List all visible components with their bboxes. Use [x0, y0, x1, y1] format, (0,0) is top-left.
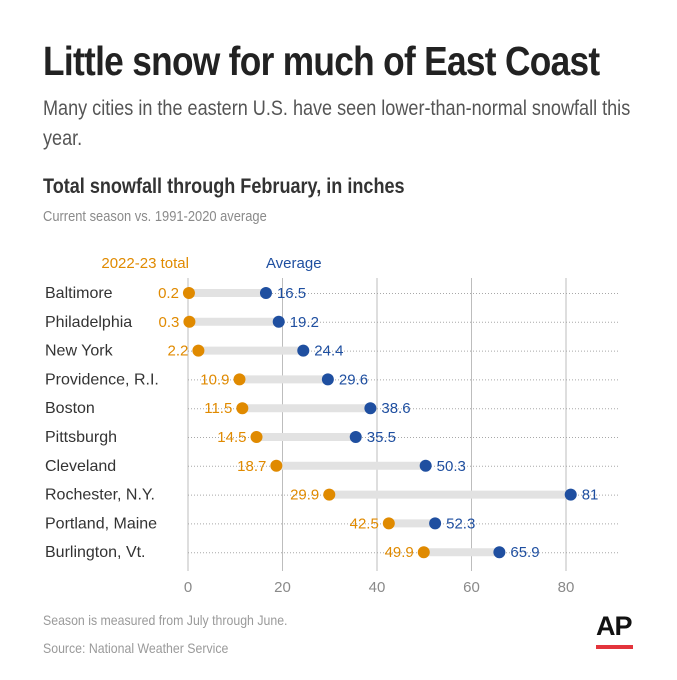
chart-subtitle: Current season vs. 1991-2020 average [43, 208, 267, 225]
x-axis: 0 20 40 60 80 [184, 579, 575, 596]
current-dot [250, 431, 263, 443]
current-value-label: 49.9 [385, 544, 414, 561]
category-label: Philadelphia [45, 314, 132, 331]
current-dot [417, 546, 430, 559]
current-value-label: 10.9 [200, 371, 229, 388]
average-value-label: 81 [582, 487, 599, 504]
legend-current-label: 2022-23 total [101, 255, 189, 272]
category-label: Portland, Maine [45, 515, 157, 532]
current-value-label: 0.2 [158, 285, 179, 302]
source-note: Source: National Weather Service [43, 640, 229, 656]
x-tick-label: 80 [558, 579, 575, 596]
average-dot [419, 459, 432, 472]
average-value-label: 29.6 [339, 371, 368, 388]
average-value-label: 50.3 [437, 458, 466, 475]
season-note: Season is measured from July through Jun… [43, 612, 288, 628]
ap-logo: AP [596, 611, 634, 649]
average-value-label: 24.4 [314, 343, 343, 360]
average-value-label: 16.5 [277, 285, 306, 302]
average-dot [493, 546, 506, 559]
current-value-label: 0.3 [159, 314, 180, 331]
category-label: Boston [45, 400, 95, 417]
category-label: Burlington, Vt. [45, 544, 146, 561]
category-label: Providence, R.I. [45, 371, 159, 388]
average-dot [349, 431, 362, 443]
page-title: Little snow for much of East Coast [43, 38, 600, 84]
average-value-label: 52.3 [446, 515, 475, 532]
average-dot [272, 315, 285, 328]
dumbbell-chart: 0 20 40 60 80 Baltimore 0.2 16.5 Philadelphia 0.… [45, 255, 618, 596]
average-dot [429, 517, 442, 530]
average-value-label: 19.2 [290, 314, 319, 331]
average-value-label: 38.6 [381, 400, 410, 417]
chart-title: Total snowfall through February, in inch… [43, 175, 405, 198]
current-dot [382, 517, 395, 530]
chart-rows: Baltimore 0.2 16.5 Philadelphia 0.3 19.2 New Y… [45, 285, 598, 561]
ap-logo-bar [596, 645, 633, 649]
category-label: Baltimore [45, 285, 113, 302]
current-dot [233, 373, 246, 386]
current-dot [192, 344, 205, 357]
current-value-label: 18.7 [237, 458, 266, 475]
current-value-label: 14.5 [217, 429, 246, 446]
average-dot [297, 344, 310, 357]
x-tick-label: 0 [184, 579, 192, 596]
average-dot [564, 488, 577, 501]
average-dot [259, 287, 272, 299]
category-label: Rochester, N.Y. [45, 487, 155, 504]
x-tick-label: 60 [463, 579, 480, 596]
current-value-label: 29.9 [290, 487, 319, 504]
average-dot [364, 402, 377, 415]
current-value-label: 2.2 [168, 343, 189, 360]
current-dot [270, 459, 283, 472]
current-value-label: 42.5 [350, 515, 379, 532]
current-value-label: 11.5 [204, 400, 232, 417]
average-value-label: 35.5 [367, 429, 396, 446]
ap-logo-text: AP [596, 611, 633, 641]
current-dot [236, 402, 249, 415]
x-tick-label: 20 [274, 579, 291, 596]
category-label: Cleveland [45, 458, 116, 475]
average-value-label: 65.9 [510, 544, 539, 561]
current-dot [183, 315, 196, 328]
page-subtitle: Many cities in the eastern U.S. have see… [43, 97, 631, 150]
current-dot [323, 488, 336, 501]
legend: 2022-23 total Average [101, 255, 321, 272]
legend-average-label: Average [266, 255, 322, 272]
average-dot [321, 373, 334, 386]
current-dot [182, 287, 195, 299]
category-label: Pittsburgh [45, 429, 117, 446]
x-tick-label: 40 [369, 579, 386, 596]
category-label: New York [45, 343, 114, 360]
